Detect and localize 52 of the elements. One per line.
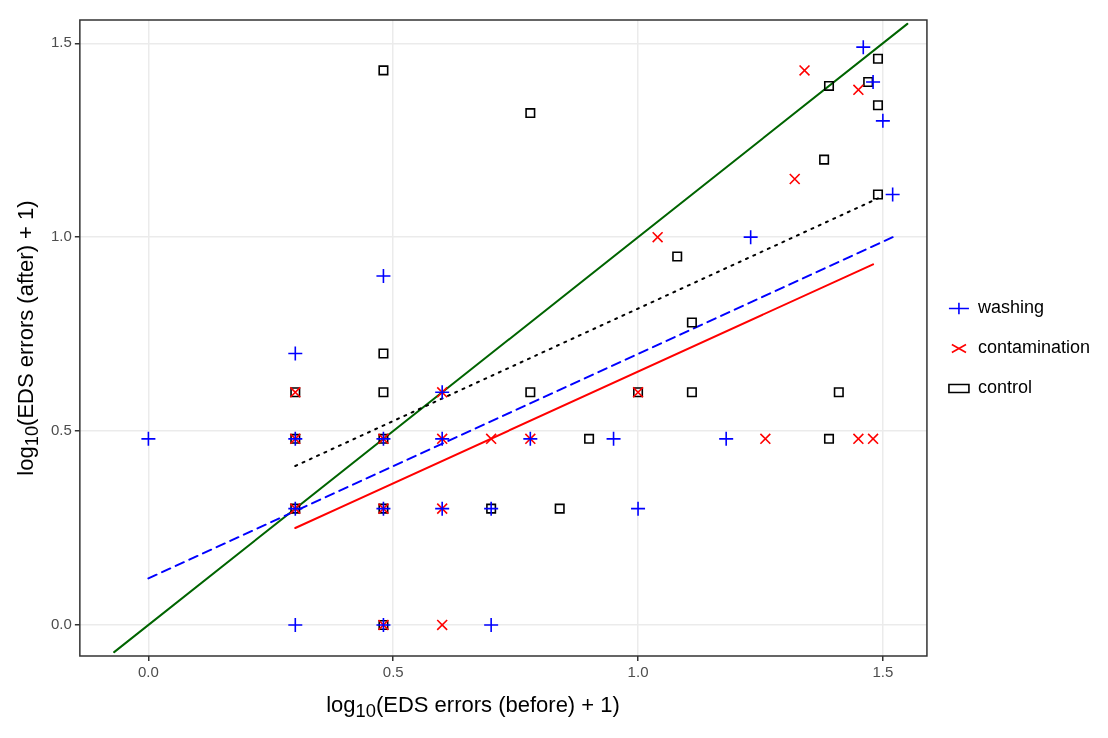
point xyxy=(287,345,304,362)
point xyxy=(378,387,389,398)
point xyxy=(686,387,697,398)
x-tick-label: 0.0 xyxy=(137,663,159,681)
point xyxy=(875,113,891,129)
point xyxy=(651,231,664,243)
point xyxy=(525,387,536,398)
point xyxy=(833,387,844,398)
point xyxy=(483,617,499,633)
y-tick-label: 0.5 xyxy=(50,421,72,439)
point xyxy=(852,433,865,445)
x-axis-title: log$_{10}$(EDS errors (before) + 1) xyxy=(325,691,621,722)
point xyxy=(759,433,772,445)
point xyxy=(605,431,622,447)
x-tick-label: 0.5 xyxy=(382,663,404,681)
point xyxy=(863,77,874,88)
point xyxy=(630,500,646,517)
y-tick-label: 1.0 xyxy=(50,227,72,245)
y-tick-label: 0.0 xyxy=(50,615,72,633)
point xyxy=(823,80,835,91)
point xyxy=(872,53,884,64)
legend-label: contamination xyxy=(977,337,1091,358)
legend-label: washing xyxy=(976,297,1044,318)
point xyxy=(823,433,835,444)
point xyxy=(140,431,157,447)
point xyxy=(584,433,595,444)
point xyxy=(819,154,830,165)
x-tick-label: 1.0 xyxy=(627,663,649,681)
point xyxy=(436,619,448,631)
point xyxy=(798,64,811,77)
point xyxy=(742,229,759,245)
point xyxy=(378,65,389,76)
point xyxy=(852,84,865,96)
point xyxy=(287,617,304,633)
point xyxy=(788,173,801,185)
point xyxy=(686,317,697,328)
point xyxy=(525,108,536,119)
point xyxy=(872,189,884,200)
point xyxy=(884,186,901,203)
x-tick-label: 1.5 xyxy=(872,663,894,681)
point xyxy=(375,268,392,284)
point xyxy=(718,431,734,447)
point xyxy=(872,100,884,111)
legend-label: control xyxy=(977,377,1032,398)
point xyxy=(485,433,497,445)
point xyxy=(855,39,872,55)
point xyxy=(865,74,881,90)
point xyxy=(672,251,683,262)
point xyxy=(378,348,389,359)
point xyxy=(867,433,879,445)
point xyxy=(554,503,565,514)
y-tick-label: 1.5 xyxy=(50,33,72,51)
